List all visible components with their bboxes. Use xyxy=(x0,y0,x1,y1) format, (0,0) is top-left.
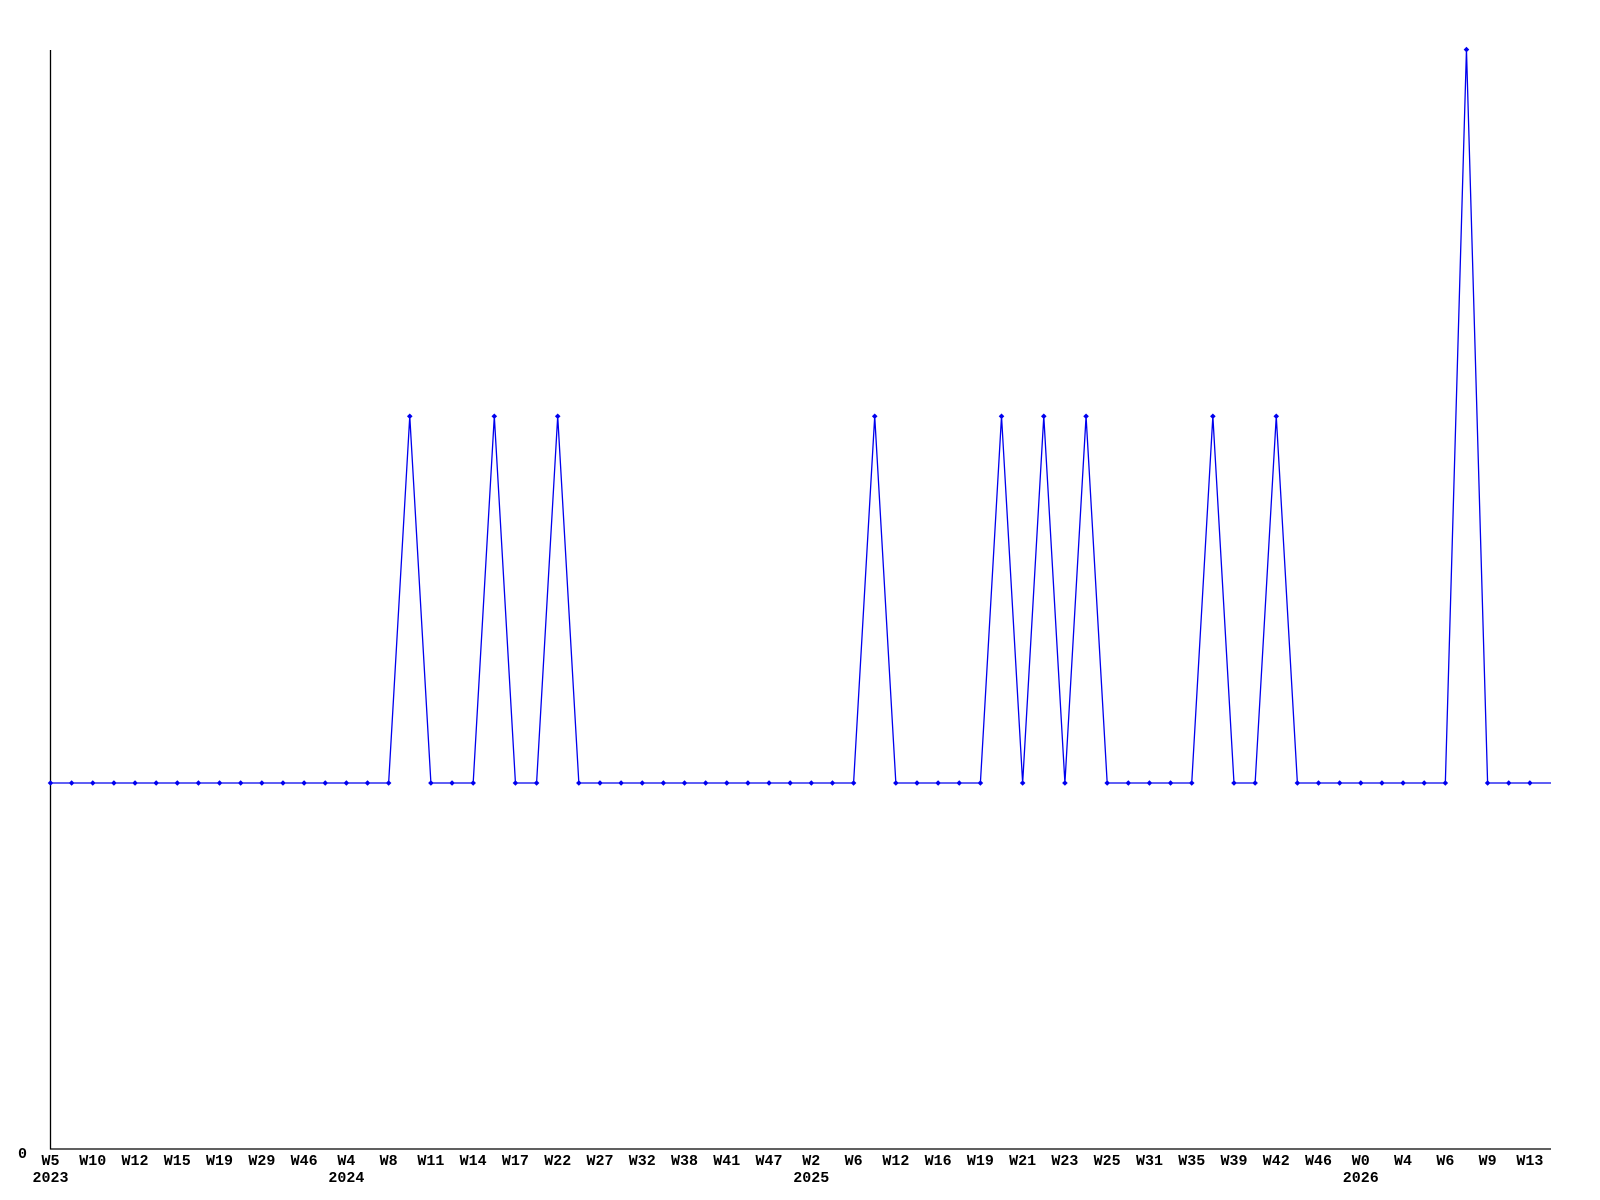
svg-text:W2: W2 xyxy=(802,1153,820,1170)
svg-text:W8: W8 xyxy=(380,1153,398,1170)
svg-text:W12: W12 xyxy=(122,1153,149,1170)
svg-text:2026: 2026 xyxy=(1343,1170,1379,1187)
svg-text:W32: W32 xyxy=(629,1153,656,1170)
svg-text:0: 0 xyxy=(18,1146,27,1163)
svg-text:W42: W42 xyxy=(1263,1153,1290,1170)
svg-text:W41: W41 xyxy=(713,1153,740,1170)
svg-text:W10: W10 xyxy=(79,1153,106,1170)
svg-text:2025: 2025 xyxy=(793,1170,829,1187)
svg-text:W14: W14 xyxy=(460,1153,487,1170)
svg-text:W6: W6 xyxy=(845,1153,863,1170)
svg-text:W46: W46 xyxy=(1305,1153,1332,1170)
svg-text:W35: W35 xyxy=(1178,1153,1205,1170)
svg-text:W21: W21 xyxy=(1009,1153,1036,1170)
svg-text:W31: W31 xyxy=(1136,1153,1163,1170)
svg-text:W12: W12 xyxy=(882,1153,909,1170)
svg-text:W13: W13 xyxy=(1516,1153,1543,1170)
svg-text:W23: W23 xyxy=(1051,1153,1078,1170)
svg-text:W4: W4 xyxy=(337,1153,355,1170)
svg-text:W19: W19 xyxy=(967,1153,994,1170)
svg-text:W46: W46 xyxy=(291,1153,318,1170)
svg-text:2024: 2024 xyxy=(328,1170,364,1187)
svg-text:W47: W47 xyxy=(756,1153,783,1170)
svg-text:W19: W19 xyxy=(206,1153,233,1170)
svg-text:W15: W15 xyxy=(164,1153,191,1170)
svg-text:W0: W0 xyxy=(1352,1153,1370,1170)
svg-text:W11: W11 xyxy=(417,1153,444,1170)
svg-text:W9: W9 xyxy=(1479,1153,1497,1170)
svg-text:W27: W27 xyxy=(586,1153,613,1170)
svg-text:W38: W38 xyxy=(671,1153,698,1170)
svg-text:W25: W25 xyxy=(1094,1153,1121,1170)
svg-text:W39: W39 xyxy=(1220,1153,1247,1170)
svg-text:W4: W4 xyxy=(1394,1153,1412,1170)
svg-text:W17: W17 xyxy=(502,1153,529,1170)
svg-text:W6: W6 xyxy=(1436,1153,1454,1170)
svg-text:2023: 2023 xyxy=(32,1170,68,1187)
svg-text:W29: W29 xyxy=(248,1153,275,1170)
svg-text:W22: W22 xyxy=(544,1153,571,1170)
svg-text:W5: W5 xyxy=(41,1153,59,1170)
svg-text:W16: W16 xyxy=(925,1153,952,1170)
